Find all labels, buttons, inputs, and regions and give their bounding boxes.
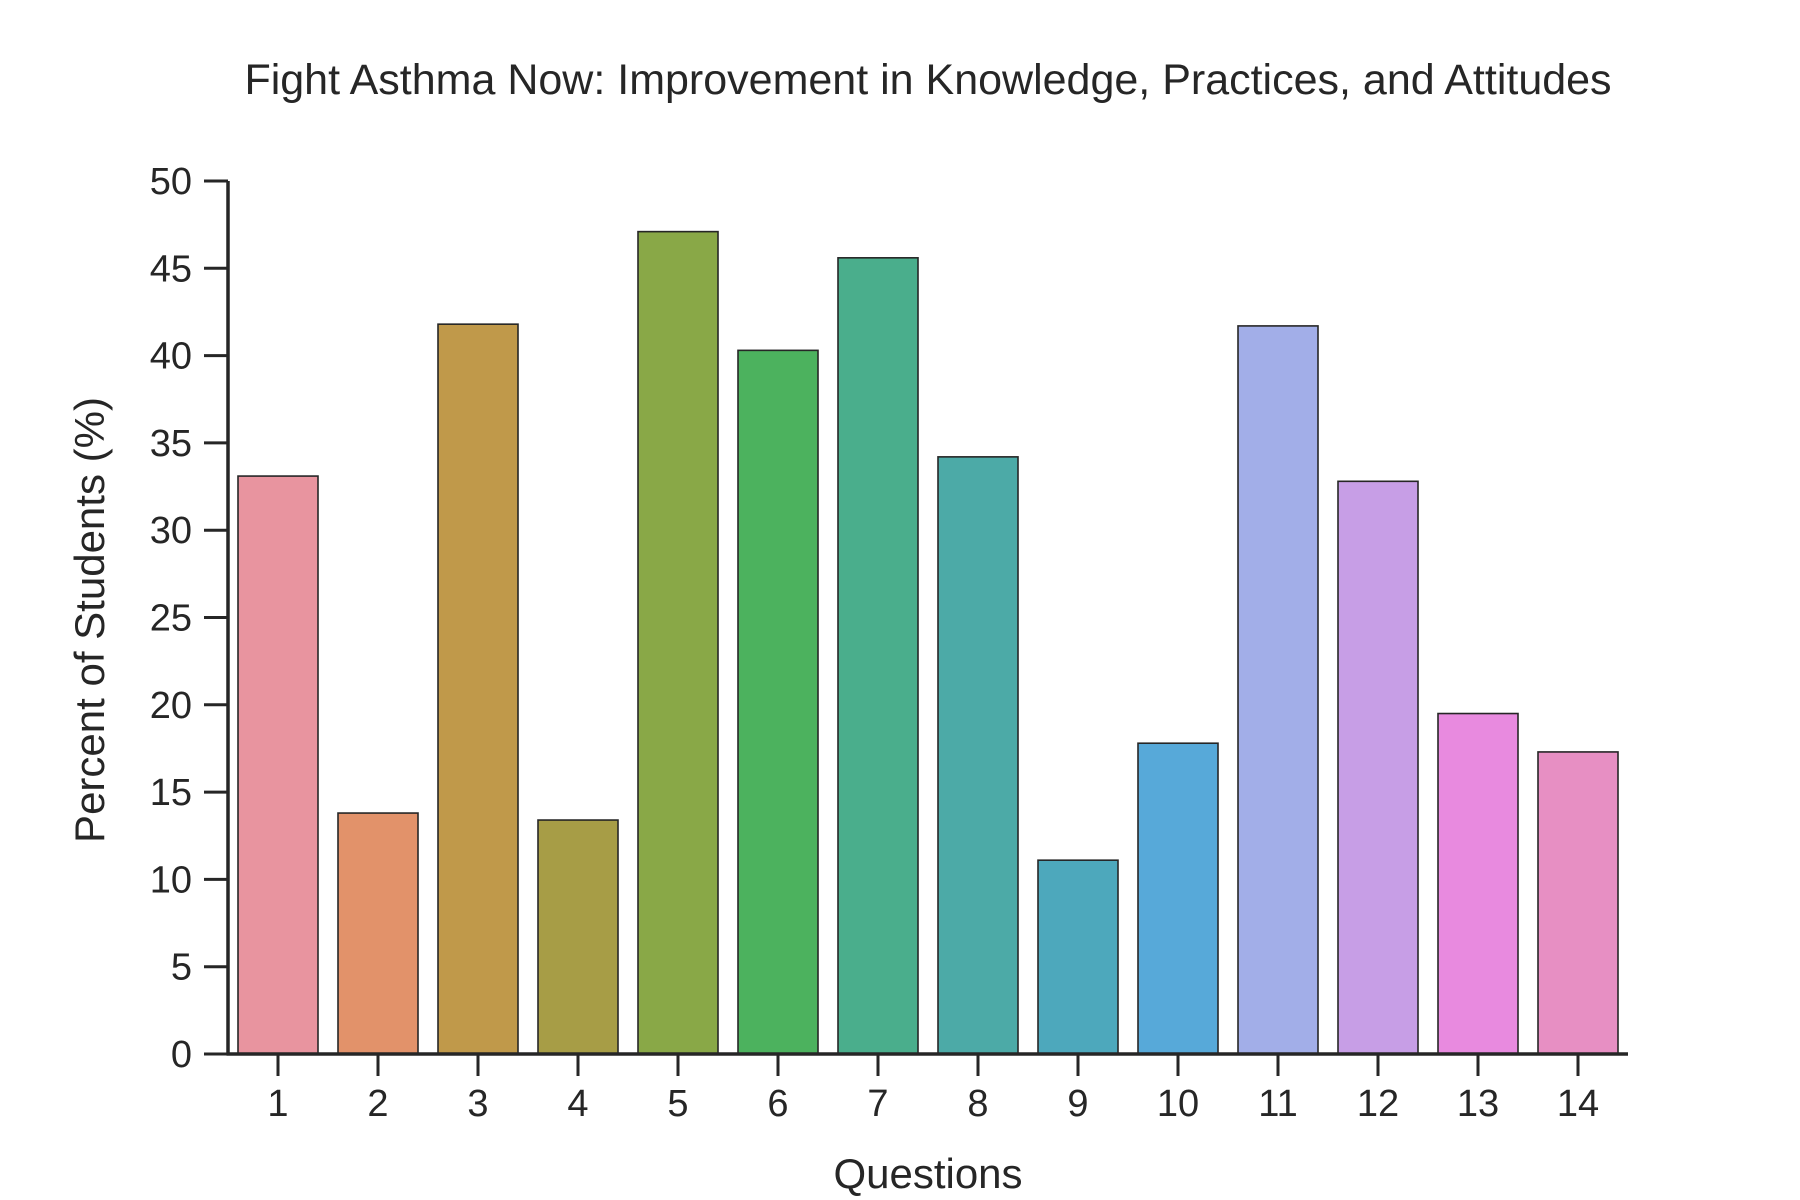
y-tick-label: 25 bbox=[150, 598, 192, 640]
y-tick-label: 50 bbox=[150, 161, 192, 203]
x-tick-label: 13 bbox=[1457, 1083, 1499, 1125]
bar-question-6 bbox=[737, 349, 819, 1055]
y-tick-label: 15 bbox=[150, 772, 192, 814]
y-tick-label: 30 bbox=[150, 510, 192, 552]
y-tick-label: 40 bbox=[150, 336, 192, 378]
chart-title: Fight Asthma Now: Improvement in Knowled… bbox=[244, 56, 1611, 104]
y-tick-label: 10 bbox=[150, 859, 192, 901]
x-tick-label: 6 bbox=[767, 1083, 788, 1125]
x-tick-label: 8 bbox=[967, 1083, 988, 1125]
x-tick-label: 5 bbox=[667, 1083, 688, 1125]
y-tick-label: 35 bbox=[150, 423, 192, 465]
x-tick-label: 10 bbox=[1157, 1083, 1199, 1125]
bar-question-8 bbox=[937, 456, 1019, 1055]
x-tick-label: 12 bbox=[1357, 1083, 1399, 1125]
bar-question-7 bbox=[837, 257, 919, 1055]
x-tick-label: 2 bbox=[367, 1083, 388, 1125]
y-tick-label: 20 bbox=[150, 685, 192, 727]
y-tick-label: 5 bbox=[171, 947, 192, 989]
x-tick-label: 11 bbox=[1258, 1083, 1297, 1125]
y-tick-label: 0 bbox=[171, 1034, 192, 1076]
bar-question-11 bbox=[1237, 325, 1319, 1055]
x-tick-label: 9 bbox=[1067, 1083, 1088, 1125]
x-tick-label: 4 bbox=[567, 1083, 588, 1125]
bar-question-9 bbox=[1037, 859, 1119, 1055]
bar-question-14 bbox=[1537, 751, 1619, 1055]
x-tick-label: 7 bbox=[867, 1083, 888, 1125]
y-axis-label: Percent of Students (%) bbox=[66, 397, 113, 843]
bar-question-4 bbox=[537, 819, 619, 1055]
x-tick-label: 3 bbox=[467, 1083, 488, 1125]
bar-question-13 bbox=[1437, 712, 1519, 1055]
bars-group bbox=[237, 230, 1619, 1055]
bar-question-3 bbox=[437, 323, 519, 1055]
y-tick-label: 45 bbox=[150, 248, 192, 290]
bar-question-5 bbox=[637, 230, 719, 1055]
bar-question-10 bbox=[1137, 742, 1219, 1055]
x-tick-label: 14 bbox=[1557, 1083, 1599, 1125]
bar-question-2 bbox=[337, 812, 419, 1055]
x-axis-label: Questions bbox=[833, 1150, 1022, 1197]
x-tick-label: 1 bbox=[267, 1083, 288, 1125]
bar-question-12 bbox=[1337, 480, 1419, 1055]
bar-question-1 bbox=[237, 475, 319, 1055]
